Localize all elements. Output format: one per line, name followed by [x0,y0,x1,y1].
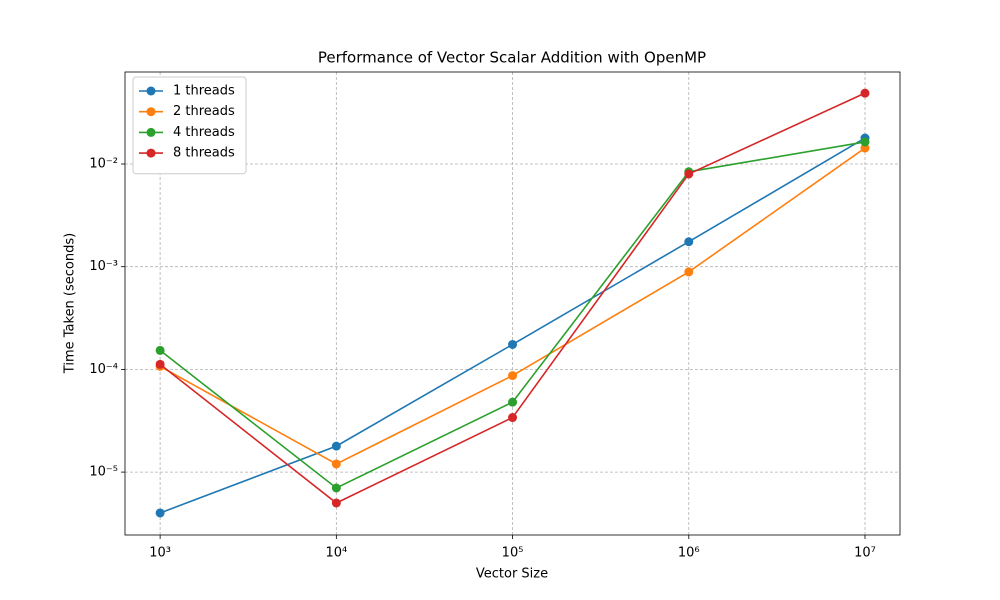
legend: 1 threads 2 threads 4 threads 8 threads [132,76,247,175]
data-point [684,169,694,179]
data-point [684,267,694,277]
data-point [508,339,518,349]
x-tick-label: 10⁴ [325,546,347,561]
legend-label: 1 threads [173,84,235,99]
y-tick-label: 10⁻⁴ [89,362,118,377]
data-point [155,508,165,518]
data-point [860,88,870,98]
y-axis-label: Time Taken (seconds) [63,233,78,374]
data-point [684,237,694,247]
legend-box [132,76,247,175]
data-point [508,397,518,407]
legend-marker [146,127,156,137]
chart-title: Performance of Vector Scalar Addition wi… [318,49,706,67]
data-point [155,359,165,369]
y-tick-label: 10⁻² [89,157,118,172]
data-point [860,137,870,147]
data-point [508,413,518,423]
legend-label: 4 threads [173,125,235,140]
x-tick-label: 10⁷ [854,546,876,561]
x-tick-label: 10⁵ [502,546,524,561]
data-point [331,483,341,493]
y-tick-label: 10⁻⁵ [89,465,118,480]
data-point [331,498,341,508]
y-tick-label: 10⁻³ [89,259,118,274]
legend-label: 2 threads [173,104,235,119]
legend-marker [146,148,156,158]
x-tick-label: 10³ [149,546,171,561]
data-point [331,459,341,469]
data-point [155,345,165,355]
plot-frame [124,71,901,536]
legend-marker [146,107,156,117]
legend-marker [146,86,156,96]
data-point [331,441,341,451]
data-point [508,371,518,381]
x-tick-label: 10⁶ [678,546,700,561]
legend-label: 8 threads [173,146,235,161]
x-axis-label: Vector Size [476,567,548,582]
